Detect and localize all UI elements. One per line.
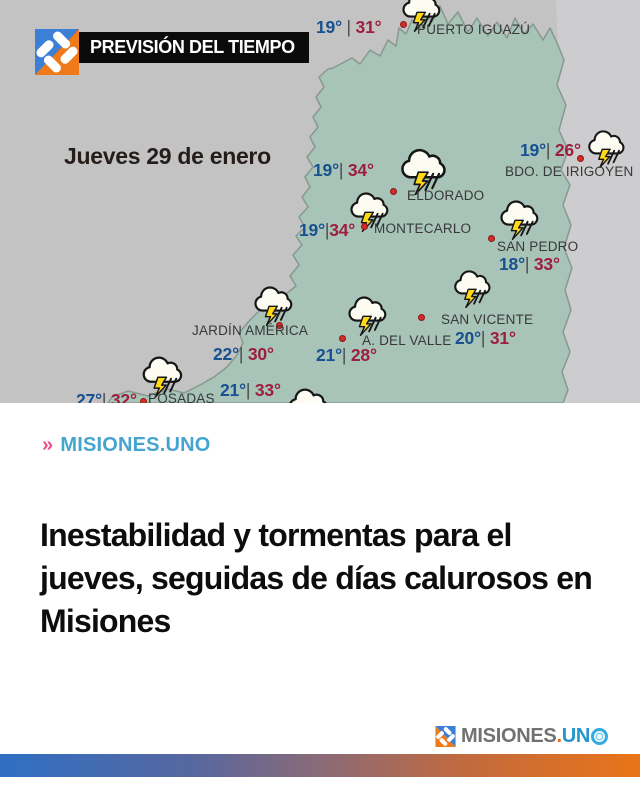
footer-brand-name: MISIONES [461, 725, 557, 747]
city-label-a-del-valle: A. DEL VALLE [362, 333, 452, 348]
city-label-posadas: POSADAS [148, 391, 215, 403]
city-temps-a-del-valle: 21°| 28° [316, 345, 377, 365]
city-marker-dot [389, 187, 397, 195]
footer-brand-o-ring-icon [591, 728, 608, 745]
article-headline: Inestabilidad y tormentas para el jueves… [40, 517, 593, 639]
storm-cloud-icon [398, 0, 444, 37]
footer-brand-dot: . [556, 725, 562, 747]
city-label-san-pedro: SAN PEDRO [497, 239, 579, 254]
misiones-uno-footer-icon [435, 726, 456, 747]
province-shape [107, 5, 573, 403]
bottom-gradient-bar [0, 754, 640, 777]
city-temps-jardin-america: 22°| 30° [213, 344, 274, 364]
city-marker-dot [275, 321, 283, 329]
city-temps-south-partial: 21°| 33° [220, 380, 281, 400]
storm-cloud-icon [396, 146, 450, 200]
storm-cloud-icon [344, 294, 390, 341]
city-label-bdo-de-irigoyen: BDO. DE IRIGOYEN [505, 164, 634, 179]
storm-cloud-icon [284, 386, 332, 403]
city-marker-dot [576, 154, 584, 162]
city-label-montecarlo: MONTECARLO [374, 221, 472, 236]
city-marker-dot [417, 313, 425, 321]
city-temps-eldorado: 19°| 34° [313, 160, 374, 180]
city-label-san-vicente: SAN VICENTE [441, 312, 534, 327]
forecast-date: Jueves 29 de enero [64, 143, 271, 169]
misiones-uno-logo-icon [35, 27, 79, 77]
city-temps-montecarlo: 19°|34° [299, 220, 356, 240]
neighbor-region-east [556, 0, 640, 403]
footer-brand: MISIONES. UN [435, 725, 608, 748]
forecast-banner: PREVISIÓN DEL TIEMPO [40, 32, 309, 63]
news-card: » MISIONES.UNO Inestabilidad y tormentas … [0, 403, 640, 777]
storm-cloud-icon [138, 354, 186, 403]
weather-map-panel: PREVISIÓN DEL TIEMPO Jueves 29 de enero … [0, 0, 640, 403]
storm-cloud-icon [584, 128, 628, 173]
city-marker-dot [487, 234, 495, 242]
storm-cloud-icon [450, 268, 494, 313]
city-label-jardin-america: JARDÍN AMÉRICA [192, 323, 309, 338]
footer-brand-suffix: UN [561, 725, 591, 747]
city-marker-dot [360, 222, 368, 230]
city-temps-posadas: 27°| 32° [76, 390, 137, 403]
city-marker-dot [399, 20, 407, 28]
misiones-map [107, 0, 640, 403]
chevron-right-icon: » [42, 434, 54, 456]
map-cities: PUERTO IGUAZÚ 19° | 31° BDO. DE IRIGOYEN 1… [76, 0, 634, 403]
banner-title: PREVISIÓN DEL TIEMPO [90, 37, 295, 57]
source-tag: » MISIONES.UNO [42, 434, 211, 457]
city-marker-dot [139, 397, 147, 403]
city-temps-bdo-de-irigoyen: 19°| 26° [520, 140, 581, 160]
city-temps-san-pedro: 18°| 33° [499, 254, 560, 274]
city-label-puerto-iguazu: PUERTO IGUAZÚ [417, 22, 531, 37]
storm-cloud-icon [496, 198, 542, 245]
city-marker-dot [338, 334, 346, 342]
storm-cloud-icon [250, 284, 296, 331]
source-name: MISIONES.UNO [60, 434, 211, 456]
city-label-eldorado: ELDORADO [407, 188, 485, 203]
storm-cloud-icon [346, 190, 392, 237]
city-temps-puerto-iguazu: 19° | 31° [316, 17, 382, 37]
city-temps-san-vicente: 20°| 31° [455, 328, 516, 348]
